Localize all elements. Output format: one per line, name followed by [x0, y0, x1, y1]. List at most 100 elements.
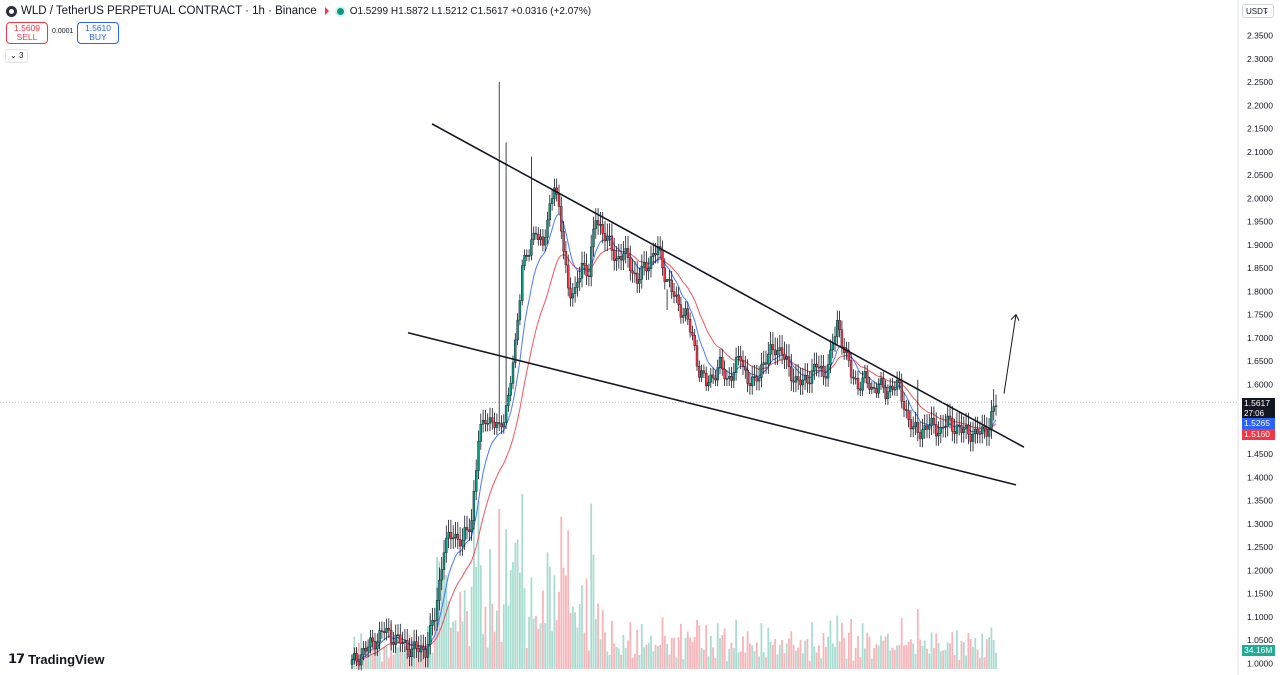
candle-body	[744, 366, 747, 371]
indicators-toggle-button[interactable]: ⌄ 3	[5, 49, 29, 63]
candle-body	[511, 362, 515, 384]
candle-body	[928, 425, 931, 430]
volume-bar	[397, 647, 399, 669]
volume-bar	[755, 642, 758, 669]
candle-body	[695, 345, 699, 367]
candle-body	[452, 537, 455, 540]
volume-bar	[900, 618, 903, 669]
volume-bar	[590, 503, 593, 669]
candle-body	[569, 287, 572, 299]
volume-bar	[923, 640, 926, 669]
volume-bar	[824, 647, 827, 669]
y-tick-label: 2.1000	[1247, 147, 1273, 157]
y-tick-label: 1.4500	[1247, 449, 1273, 459]
volume-bar	[870, 658, 873, 669]
volume-bar	[758, 656, 760, 669]
candle-body	[820, 365, 823, 369]
y-tick-label: 1.1500	[1247, 589, 1273, 599]
volume-bar	[958, 660, 961, 669]
candle-body	[854, 378, 857, 380]
volume-bar	[721, 635, 724, 669]
volume-bar	[723, 628, 726, 669]
candle-body	[732, 372, 735, 381]
volume-bar	[505, 529, 507, 669]
candle-body	[824, 376, 827, 379]
candle-body	[576, 281, 579, 288]
candle-body	[815, 363, 818, 368]
volume-bar	[877, 645, 880, 669]
candle-body	[916, 422, 919, 433]
candle-body	[603, 233, 607, 242]
candle-body	[974, 428, 977, 435]
candle-body	[792, 380, 795, 383]
volume-bar	[822, 633, 825, 669]
candle-body	[440, 569, 443, 581]
candle-body	[951, 418, 954, 432]
candle-body	[638, 279, 641, 284]
volume-bar	[367, 650, 369, 669]
sell-button[interactable]: 1.5609 SELL	[6, 22, 48, 44]
volume-bar	[673, 638, 675, 669]
tradingview-watermark[interactable]: 𝟭𝟳 TradingView	[8, 651, 104, 667]
volume-bar	[387, 657, 390, 669]
volume-bar	[496, 610, 498, 669]
candle-body	[548, 203, 551, 221]
buy-button[interactable]: 1.5610 BUY	[77, 22, 119, 44]
low-value: 1.5212	[437, 5, 468, 17]
volume-bar	[827, 636, 829, 669]
volume-bar	[935, 633, 938, 669]
candle-body	[688, 319, 692, 333]
candle-body	[500, 423, 503, 428]
candle-body	[583, 262, 586, 266]
volume-bar	[539, 623, 542, 669]
y-tick-label: 1.0000	[1247, 659, 1273, 669]
candle-body	[546, 219, 549, 238]
candle-body	[801, 379, 804, 386]
candle-body	[882, 378, 885, 388]
candle-body	[822, 365, 825, 377]
candle-body	[785, 356, 788, 360]
volume-bar	[691, 641, 694, 669]
volume-bar	[857, 635, 859, 669]
volume-bar	[744, 652, 747, 669]
candle-body	[553, 187, 556, 199]
candle-body	[672, 291, 676, 297]
volume-bar	[516, 539, 519, 669]
candle-body	[396, 634, 400, 637]
volume-bar	[675, 657, 678, 669]
y-tick-label: 1.4000	[1247, 472, 1273, 482]
volume-bar	[640, 623, 643, 669]
candle-body	[355, 653, 358, 662]
candle-body	[990, 411, 993, 430]
candle-body	[514, 339, 517, 363]
candle-body	[429, 625, 432, 645]
volume-bar	[548, 566, 551, 669]
volume-bar	[489, 549, 491, 669]
volume-bar	[788, 638, 790, 669]
candle-body	[836, 320, 839, 337]
candle-body	[923, 425, 926, 430]
volume-bar	[859, 657, 862, 669]
flag-icon[interactable]	[324, 7, 329, 15]
candle-body	[415, 641, 418, 649]
volume-bar	[576, 627, 579, 669]
candle-body	[642, 262, 646, 267]
volume-bar	[562, 567, 565, 669]
candle-body	[810, 370, 814, 384]
volume-bar	[944, 649, 947, 669]
candle-body	[907, 410, 910, 420]
candle-body	[408, 649, 411, 658]
currency-select[interactable]: USDT ⌄	[1242, 4, 1274, 18]
candle-body	[532, 232, 535, 240]
candle-body	[534, 232, 538, 235]
candle-body	[613, 250, 616, 261]
candle-body	[608, 235, 611, 238]
symbol-title[interactable]: WLD / TetherUS PERPETUAL CONTRACT · 1h ·…	[21, 5, 317, 17]
open-value: 1.5299	[357, 5, 389, 17]
volume-bar	[560, 516, 563, 669]
candle-body	[675, 294, 678, 297]
candle-body	[491, 417, 494, 423]
candle-body	[442, 552, 446, 570]
candle-body	[780, 347, 784, 355]
